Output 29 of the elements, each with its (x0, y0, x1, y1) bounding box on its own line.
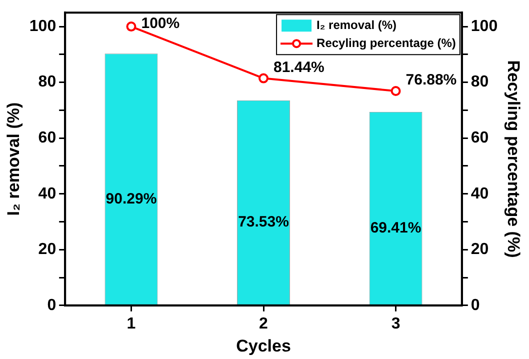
data-label: 100% (141, 15, 180, 32)
y2-tick-label: 80 (470, 74, 489, 91)
x-tick-label: 2 (259, 315, 268, 332)
data-label: 76.88% (406, 72, 457, 89)
point (126, 22, 136, 32)
point (390, 86, 401, 96)
y-tick-label: 80 (38, 74, 56, 91)
data-label: 81.44% (274, 58, 324, 76)
x-axis-title: Cycles (236, 336, 291, 356)
legend-label: I₂ removal (%) (316, 18, 397, 32)
y2-tick-label: 40 (470, 185, 489, 202)
y-tick-label: 40 (38, 185, 56, 202)
y2-tick-label: 60 (470, 129, 489, 146)
y-tick-label: 60 (38, 129, 56, 146)
data-label: 69.41% (370, 219, 422, 236)
y2-tick-label: 100 (470, 18, 498, 35)
data-label: 73.53% (238, 214, 289, 231)
y-tick-label: 0 (47, 296, 56, 314)
y-axis-title: I₂ removal (%) (4, 102, 23, 216)
y2-tick-label: 0 (470, 296, 480, 314)
data-label: 90.29% (106, 190, 157, 208)
point (258, 73, 268, 84)
x-tick-label: 3 (391, 315, 400, 332)
y2-tick-label: 20 (470, 241, 489, 258)
y-tick-label: 100 (29, 18, 56, 35)
y-tick-label: 20 (38, 241, 56, 258)
x-tick-label: 1 (126, 315, 136, 332)
legend-label: Recyling percentage (%) (316, 36, 456, 50)
y2-axis-title: Recyling percentage (%) (504, 60, 524, 258)
